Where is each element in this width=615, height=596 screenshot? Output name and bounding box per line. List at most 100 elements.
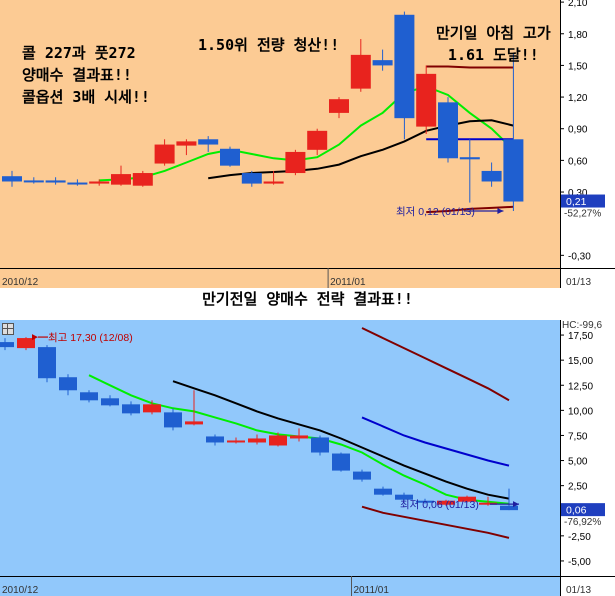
candle-body	[89, 181, 110, 184]
chart-annotation: 최저 0,12 (01/13)	[396, 206, 504, 218]
indicator-line	[426, 205, 514, 214]
annotation-line: 콜 227과 풋272	[22, 44, 136, 62]
last-value-badge	[561, 503, 605, 517]
candle-body	[416, 500, 434, 503]
candle-body	[111, 174, 131, 185]
y-axis-panel	[560, 320, 615, 596]
annotation-arrowhead	[32, 334, 38, 341]
annotation-line: 양매수 결과표!!	[22, 66, 132, 84]
chart-background	[0, 320, 615, 596]
y-tick-label: 1,80	[568, 30, 588, 41]
y-tick-label: 0,30	[568, 188, 588, 199]
y-tick-label: 0,60	[568, 156, 588, 167]
last-change-label: -76,92%	[564, 517, 601, 528]
y-tick-label: -0,30	[568, 251, 591, 262]
x-tick-label: 2011/01	[330, 277, 366, 288]
candle-body	[154, 144, 175, 164]
candle-body	[500, 505, 518, 511]
annotation-line: 콜옵션 3배 시세!!	[22, 88, 150, 106]
candle-body	[269, 435, 287, 446]
x-tick-label: 01/13	[566, 585, 591, 596]
y-tick-label: 1,50	[568, 61, 588, 72]
candle-body	[227, 440, 245, 443]
candle-body	[290, 435, 308, 439]
candle-body	[374, 488, 392, 495]
candle-body	[285, 151, 306, 174]
y-tick-label: 1,20	[568, 93, 588, 104]
candle-body	[132, 173, 153, 186]
candle-body	[122, 404, 140, 414]
last-value-badge	[561, 194, 605, 208]
call-option-chart: 2,10 1,80 1,50 1,20 0,90 0,60 0,30 -0,30 2010/12…	[0, 0, 615, 288]
candle-body	[479, 502, 497, 505]
candle-body	[164, 412, 182, 428]
candle-body	[307, 130, 328, 150]
annotation-label: 최저 0,12 (01/13)	[396, 206, 475, 218]
y-tick-label: 5,00	[568, 457, 588, 468]
candle-body	[353, 471, 371, 480]
annotation-arrowhead	[497, 208, 504, 215]
candle-body	[248, 438, 266, 443]
candle-body	[143, 404, 161, 413]
y-tick-label: 0,90	[568, 125, 588, 136]
y-axis-panel	[560, 0, 615, 288]
y-tick-label: 2,50	[568, 482, 588, 493]
candle-body	[176, 141, 197, 146]
y-tick-label: 7,50	[568, 431, 588, 442]
candle-body	[17, 338, 35, 349]
candle-body	[503, 139, 524, 202]
x-tick-label: 2010/12	[2, 277, 39, 288]
right-annotation: 만기일 아침 고가 1.61 도달!!	[436, 22, 551, 66]
candle-body	[2, 176, 22, 182]
candle-body	[59, 377, 77, 391]
x-tick-label: 01/13	[566, 277, 591, 288]
candle-body	[350, 54, 371, 89]
candle-body	[185, 421, 203, 425]
candle-body	[372, 60, 393, 66]
candle-body	[395, 494, 413, 500]
indicator-line	[172, 380, 510, 500]
x-tick-label: 2010/12	[2, 585, 39, 596]
y-tick-label: -5,00	[568, 557, 591, 568]
indicator-line	[208, 119, 514, 180]
chart-annotation: 최고 17,30 (12/08)	[32, 332, 133, 344]
indicator-line	[361, 416, 510, 467]
candle-body	[45, 180, 66, 183]
annotation-label: 최저 0,06 (01/13)	[400, 499, 479, 511]
y-tick-label: -2,50	[568, 532, 591, 543]
middle-caption: 만기전일 양매수 전략 결과표!!	[202, 290, 413, 308]
candle-body	[329, 99, 349, 113]
indicator-line	[361, 505, 510, 539]
y-tick-label: 17,50	[568, 331, 593, 342]
candle-body	[416, 73, 437, 127]
indicator-line	[99, 85, 515, 182]
candle-body	[438, 102, 458, 159]
annotation-arrowhead	[513, 501, 519, 508]
candle-body	[241, 173, 262, 184]
annotation-label: 최고 17,30 (12/08)	[48, 332, 133, 344]
candle-body	[206, 436, 224, 443]
candle-body	[198, 139, 219, 145]
candle-body	[311, 437, 329, 453]
last-change-label: -52,27%	[564, 209, 601, 220]
y-tick-label: 12,50	[568, 381, 593, 392]
x-tick-label: 2011/01	[354, 585, 390, 596]
candle-body	[0, 342, 14, 348]
chart-annotation: 최저 0,06 (01/13)	[400, 499, 519, 511]
center-annotation: 1.50위 전량 청산!!	[198, 36, 340, 54]
candle-body	[394, 14, 415, 119]
candle-body	[458, 496, 476, 502]
header-indicator-text: HC:-99,6	[562, 320, 602, 331]
grid-icon[interactable]	[2, 323, 14, 335]
candle-body	[67, 182, 88, 185]
candle-body	[263, 181, 284, 184]
put-option-chart: 17,50 15,00 12,50 10,00 7,50 5,00 2,50 -2,50 -5,…	[0, 320, 615, 596]
annotation-line: 1.61 도달!!	[447, 46, 539, 64]
candle-body	[80, 392, 98, 401]
candle-body	[23, 180, 44, 183]
indicator-line	[426, 65, 514, 69]
candle-body	[481, 170, 502, 182]
y-tick-label: 2,10	[568, 0, 588, 9]
candle-body	[437, 500, 455, 505]
left-annotation: 콜 227과 풋272 양매수 결과표!! 콜옵션 3배 시세!!	[22, 42, 150, 108]
